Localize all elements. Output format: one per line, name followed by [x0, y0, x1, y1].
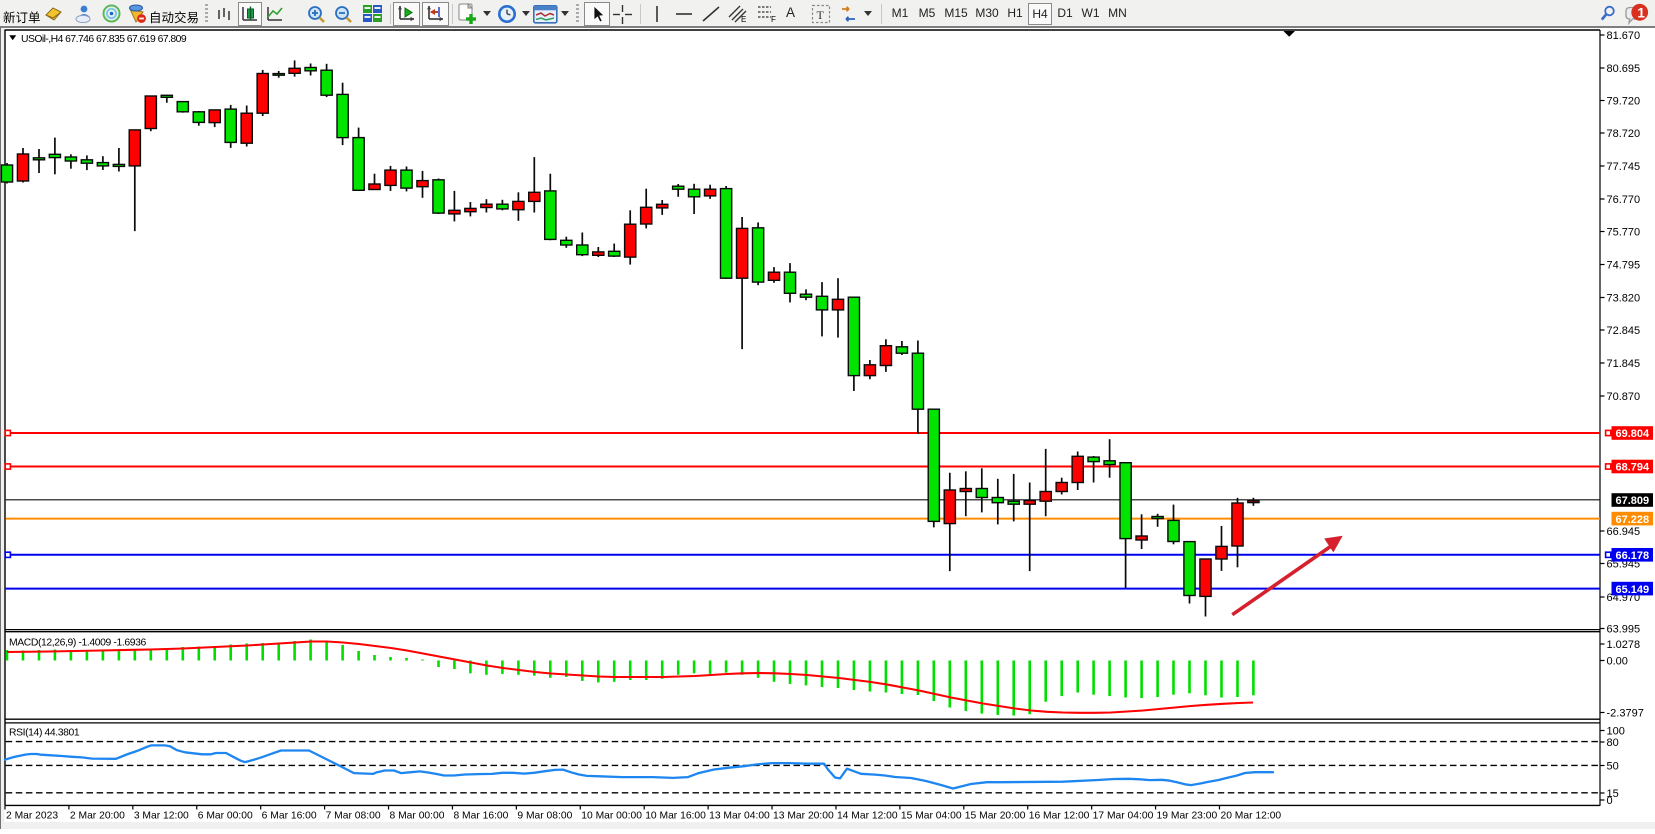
svg-text:15: 15 — [1607, 788, 1619, 800]
svg-text:19 Mar 23:00: 19 Mar 23:00 — [1157, 811, 1218, 822]
svg-text:70.870: 70.870 — [1607, 391, 1641, 403]
svg-text:66.178: 66.178 — [1616, 550, 1650, 562]
svg-text:72.845: 72.845 — [1607, 325, 1641, 337]
svg-text:3 Mar 12:00: 3 Mar 12:00 — [134, 811, 189, 822]
svg-text:74.795: 74.795 — [1607, 260, 1641, 272]
svg-text:7 Mar 08:00: 7 Mar 08:00 — [326, 811, 381, 822]
svg-text:75.770: 75.770 — [1607, 227, 1641, 239]
svg-text:13 Mar 20:00: 13 Mar 20:00 — [773, 811, 834, 822]
svg-text:68.794: 68.794 — [1616, 462, 1651, 474]
svg-text:66.945: 66.945 — [1607, 526, 1641, 538]
svg-text:6 Mar 00:00: 6 Mar 00:00 — [198, 811, 253, 822]
svg-text:80: 80 — [1607, 737, 1619, 749]
svg-text:77.745: 77.745 — [1607, 161, 1641, 173]
svg-text:F: F — [771, 15, 776, 24]
svg-text:80.695: 80.695 — [1607, 63, 1641, 75]
svg-text:15 Mar 04:00: 15 Mar 04:00 — [901, 811, 962, 822]
svg-text:2 Mar 2023: 2 Mar 2023 — [6, 811, 58, 822]
svg-text:67.228: 67.228 — [1616, 514, 1650, 526]
svg-text:T: T — [817, 8, 825, 22]
svg-text:13 Mar 04:00: 13 Mar 04:00 — [709, 811, 770, 822]
svg-text:MACD(12,26,9) -1.4009 -1.6936: MACD(12,26,9) -1.4009 -1.6936 — [9, 638, 146, 649]
svg-text:16 Mar 12:00: 16 Mar 12:00 — [1029, 811, 1090, 822]
svg-text:6 Mar 16:00: 6 Mar 16:00 — [262, 811, 317, 822]
svg-text:2 Mar 20:00: 2 Mar 20:00 — [70, 811, 125, 822]
svg-text:14 Mar 12:00: 14 Mar 12:00 — [837, 811, 898, 822]
svg-text:9 Mar 08:00: 9 Mar 08:00 — [517, 811, 572, 822]
svg-text:10 Mar 16:00: 10 Mar 16:00 — [645, 811, 706, 822]
svg-text:73.820: 73.820 — [1607, 293, 1641, 305]
svg-text:69.804: 69.804 — [1616, 428, 1651, 440]
svg-text:E: E — [741, 15, 746, 24]
svg-text:8 Mar 00:00: 8 Mar 00:00 — [390, 811, 445, 822]
svg-text:1: 1 — [1637, 4, 1645, 20]
svg-text:71.845: 71.845 — [1607, 358, 1641, 370]
svg-text:50: 50 — [1607, 761, 1619, 773]
svg-text:RSI(14) 44.3801: RSI(14) 44.3801 — [9, 727, 80, 738]
svg-text:10 Mar 00:00: 10 Mar 00:00 — [581, 811, 642, 822]
svg-text:100: 100 — [1607, 726, 1625, 738]
svg-text:-2.3797: -2.3797 — [1607, 708, 1644, 720]
svg-text:0.00: 0.00 — [1607, 656, 1628, 668]
svg-text:0: 0 — [1607, 795, 1613, 807]
svg-text:15 Mar 20:00: 15 Mar 20:00 — [965, 811, 1026, 822]
svg-text:USOil-,H4 67.746 67.835 67.61: USOil-,H4 67.746 67.835 67.619 67.809 — [21, 34, 187, 45]
svg-text:17 Mar 04:00: 17 Mar 04:00 — [1093, 811, 1154, 822]
svg-text:8 Mar 16:00: 8 Mar 16:00 — [453, 811, 508, 822]
svg-text:63.995: 63.995 — [1607, 624, 1641, 636]
svg-text:20 Mar 12:00: 20 Mar 12:00 — [1220, 811, 1281, 822]
svg-text:67.809: 67.809 — [1616, 495, 1650, 507]
svg-text:76.770: 76.770 — [1607, 194, 1641, 206]
svg-text:78.720: 78.720 — [1607, 128, 1641, 140]
svg-text:65.149: 65.149 — [1616, 584, 1650, 596]
svg-text:81.670: 81.670 — [1607, 30, 1641, 42]
svg-text:79.720: 79.720 — [1607, 96, 1641, 108]
svg-text:1.0278: 1.0278 — [1607, 639, 1641, 651]
